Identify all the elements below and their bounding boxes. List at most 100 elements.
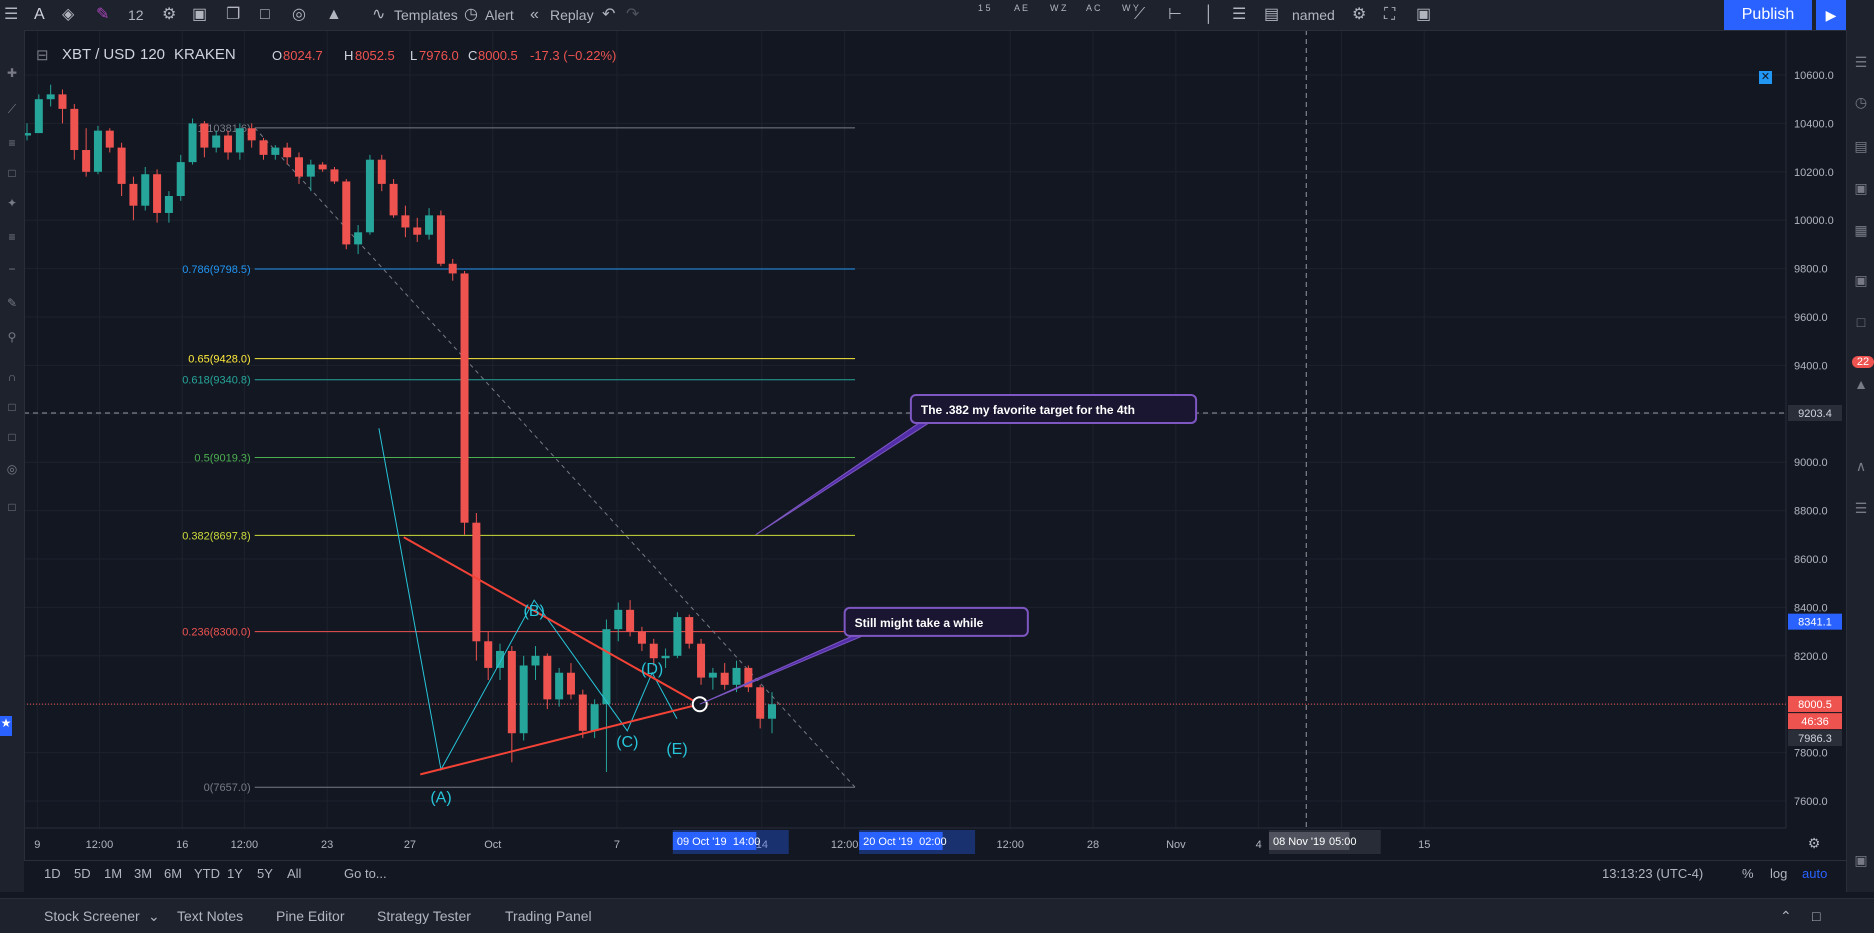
pattern-tool-icon[interactable]: □ [8, 166, 16, 180]
timeframe-button[interactable]: 1Y [227, 866, 243, 881]
candle-body [685, 617, 694, 644]
callout-box [843, 606, 1029, 637]
replay-button[interactable]: Replay [550, 7, 594, 23]
timeframe-button[interactable]: 5Y [257, 866, 273, 881]
legend-close-label: C [468, 48, 478, 63]
pattern-tool-button[interactable]: 1 5 [978, 3, 991, 13]
auto-toggle[interactable]: auto [1802, 866, 1828, 881]
help-icon[interactable]: ▣ [1854, 852, 1868, 868]
pattern-tool-button[interactable]: W Z [1050, 3, 1067, 13]
favorites-icon[interactable]: ★ [0, 716, 12, 736]
fib-tool-icon[interactable]: ≡ [8, 136, 16, 150]
candle-body [330, 169, 339, 182]
play-icon[interactable]: ▶ [1816, 0, 1846, 30]
candle-body [697, 643, 706, 678]
horizontal-ray-icon[interactable]: ⊢ [1168, 6, 1182, 23]
watchlist-icon[interactable]: ☰ [1854, 54, 1868, 70]
candle-body [519, 665, 528, 734]
lock-icon[interactable]: □ [260, 6, 270, 23]
publish-button[interactable]: Publish [1724, 0, 1812, 30]
template-icon[interactable]: ▣ [192, 6, 208, 23]
panel-tab[interactable]: Stock Screener [44, 908, 140, 924]
log-toggle[interactable]: log [1770, 866, 1788, 881]
channel-icon[interactable]: ▤ [1264, 6, 1280, 23]
brush-icon[interactable]: ✎ [6, 296, 18, 310]
trendline-tool-icon[interactable]: ⟋ [7, 102, 17, 116]
panel-tab[interactable]: Trading Panel [505, 908, 592, 924]
fill-color-icon[interactable]: ◈ [62, 6, 75, 23]
menu-icon[interactable]: ☰ [4, 6, 19, 23]
alert-button[interactable]: Alert [485, 7, 514, 23]
percent-toggle[interactable]: % [1742, 866, 1754, 881]
timeframe-button[interactable]: 5D [74, 866, 91, 881]
panel-tab[interactable]: Text Notes [177, 908, 244, 924]
panel-tab[interactable]: Strategy Tester [377, 908, 471, 924]
maximize-icon[interactable]: □ [1812, 908, 1821, 924]
trash-icon[interactable]: ▲ [326, 6, 342, 23]
timeframe-button[interactable]: All [287, 866, 302, 881]
lines-icon[interactable]: ☰ [1232, 6, 1247, 23]
time-label-time: 02:00 [919, 836, 947, 848]
calendar-icon[interactable]: ▦ [1854, 222, 1868, 238]
price-badge-label: 7986.3 [1798, 733, 1832, 745]
pattern-tool-button[interactable]: A C [1086, 3, 1101, 13]
text-tool-left-icon[interactable]: ≡ [8, 230, 16, 244]
timeframe-button[interactable]: 1D [44, 866, 61, 881]
ideas-icon[interactable]: ▣ [1854, 272, 1868, 288]
candle-body [448, 263, 457, 274]
hotlist-icon[interactable]: ▣ [1854, 180, 1868, 196]
clock-label[interactable]: 13:13:23 (UTC-4) [1602, 866, 1704, 881]
price-badge [1788, 713, 1842, 730]
lock-all-icon[interactable]: □ [8, 430, 16, 444]
candle-body [768, 704, 776, 719]
undo-icon[interactable]: ↶ [602, 6, 616, 23]
alerts-icon[interactable]: ◷ [1854, 94, 1868, 110]
timeframe-button[interactable]: YTD [194, 866, 220, 881]
trendline-icon[interactable]: ⟋ [1134, 6, 1146, 23]
dom-icon[interactable]: ☰ [1854, 500, 1868, 516]
timeframe-button[interactable]: 1M [104, 866, 123, 881]
streams-icon[interactable]: ▲ [1854, 376, 1868, 392]
chevron-up-icon[interactable]: ⌃ [1780, 908, 1792, 924]
hide-icon[interactable]: ◎ [6, 462, 18, 476]
chevron-down-icon[interactable]: ⌄ [148, 908, 160, 924]
lock-tool-icon[interactable]: □ [8, 400, 16, 414]
pattern-tool-button[interactable]: W Y [1122, 3, 1139, 13]
left-drawing-toolbar [0, 30, 25, 892]
clone-icon[interactable]: ❐ [226, 6, 241, 23]
font-size-select[interactable]: 12 [128, 7, 144, 23]
panel-tab[interactable]: Pine Editor [276, 908, 345, 924]
indicator-toggle-icon[interactable]: ✕ [1759, 71, 1772, 84]
layout-name[interactable]: named [1292, 7, 1335, 23]
camera-icon[interactable]: ▣ [1416, 6, 1432, 23]
timeframe-button[interactable]: 3M [134, 866, 153, 881]
fullscreen-icon[interactable]: ⛶ [1384, 6, 1396, 23]
measure-icon[interactable]: − [8, 262, 16, 276]
legend-symbol[interactable]: XBT / USD [62, 46, 136, 63]
chat-icon[interactable]: □ [1856, 314, 1866, 330]
text-tool-icon[interactable]: A [34, 6, 45, 23]
candle-body [105, 130, 114, 148]
order-panel-icon[interactable]: ∧ [1855, 458, 1867, 474]
vertical-line-icon[interactable]: │ [1204, 6, 1214, 23]
cursor-icon[interactable]: ✚ [6, 66, 18, 80]
templates-button[interactable]: Templates [394, 7, 458, 23]
legend-collapse-icon[interactable]: ⊟ [36, 47, 49, 64]
legend-exchange[interactable]: KRAKEN [174, 46, 236, 63]
shapes-tool-icon[interactable]: ✦ [6, 196, 18, 210]
data-window-icon[interactable]: ▤ [1854, 138, 1868, 154]
y-tick-label: 9800.0 [1794, 264, 1828, 276]
chart-settings-icon[interactable]: ⚙ [1352, 6, 1367, 23]
pencil-icon[interactable]: ✎ [96, 6, 110, 23]
legend-interval[interactable]: 120 [140, 46, 166, 63]
magnet-icon[interactable]: ∩ [7, 370, 17, 384]
remove-icon[interactable]: □ [8, 500, 16, 514]
eye-icon[interactable]: ◎ [292, 6, 306, 23]
timeframe-button[interactable]: 6M [164, 866, 183, 881]
settings-icon[interactable]: ⚙ [162, 6, 177, 23]
pattern-tool-button[interactable]: A E [1014, 3, 1029, 13]
redo-icon[interactable]: ↷ [626, 6, 640, 23]
zoom-icon[interactable]: ⚲ [7, 330, 17, 344]
goto-button[interactable]: Go to... [344, 866, 387, 881]
